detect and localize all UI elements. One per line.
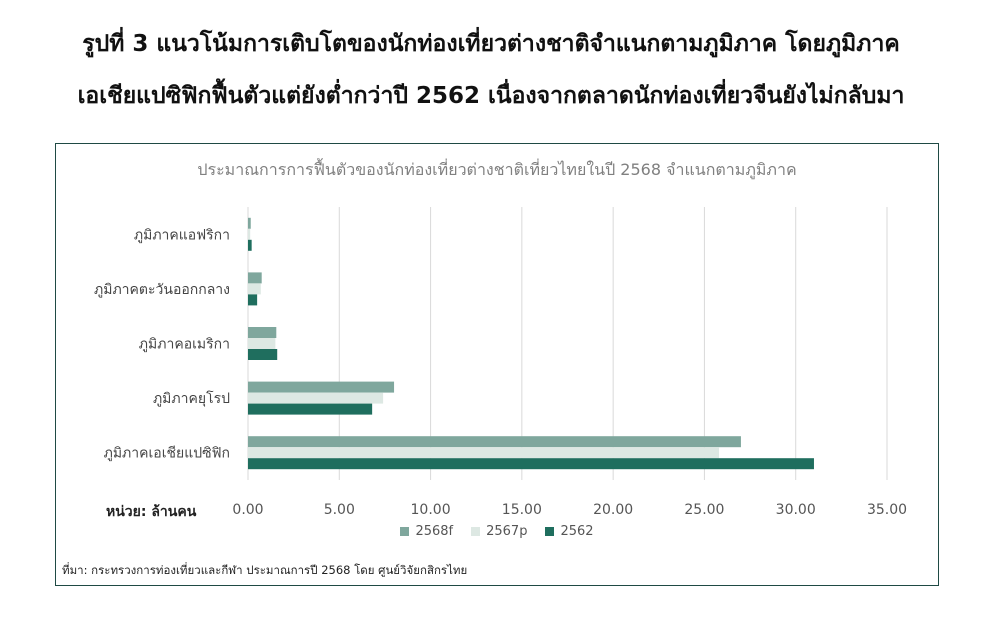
bar-2567p	[248, 283, 261, 295]
x-tick-label: 0.00	[232, 502, 263, 518]
category-label: ภูมิภาคแอฟริกา	[134, 227, 230, 243]
legend-swatch	[471, 527, 481, 536]
unit-label: หน่วย: ล้านคน	[106, 504, 197, 520]
figure-headline: รูปที่ 3 แนวโน้มการเติบโตของนักท่องเที่ย…	[0, 18, 982, 122]
bar-2562	[248, 294, 258, 306]
category-label: ภูมิภาคเอเชียแปซิฟิก	[104, 446, 230, 462]
legend-label: 2567p	[486, 524, 528, 539]
bar-2568f	[248, 327, 277, 338]
bar-2562	[248, 458, 814, 470]
bar-chart: 0.00 5.00 10.00 15.00 20.00 25.00 30.00 35.00 ภู…	[94, 207, 907, 518]
headline-line-2: เอเชียแปซิฟิกฟื้นตัวแต่ยังต่ำกว่าปี 2562…	[77, 83, 905, 109]
x-tick-label: 20.00	[593, 502, 633, 518]
x-tick-label: 15.00	[502, 502, 542, 518]
bar-2562	[248, 239, 252, 251]
bar-2562	[248, 349, 278, 360]
bar-2567p	[248, 338, 276, 349]
bar-2567p	[248, 392, 384, 404]
bar-2568f	[248, 381, 395, 393]
x-tick-label: 25.00	[684, 502, 724, 518]
chart-legend: 2568f 2567p 2562	[56, 524, 938, 539]
source-note: ที่มา: กระทรวงการท่องเที่ยวและกีฬา ประมา…	[62, 563, 468, 577]
chart-frame: ประมาณการการฟื้นตัวของนักท่องเที่ยวต่างช…	[55, 143, 939, 586]
legend-item-2562: 2562	[545, 524, 594, 539]
bar-2567p	[248, 228, 251, 240]
category-label: ภูมิภาคอเมริกา	[139, 337, 230, 353]
legend-label: 2568f	[415, 524, 454, 539]
x-tick-label: 35.00	[867, 502, 907, 518]
x-tick-label: 10.00	[411, 502, 451, 518]
bar-2568f	[248, 436, 741, 448]
chart-title: ประมาณการการฟื้นตัวของนักท่องเที่ยวต่างช…	[197, 160, 797, 179]
bar-2568f	[248, 217, 251, 229]
legend-swatch	[400, 527, 410, 536]
x-tick-label: 30.00	[776, 502, 816, 518]
x-tick-label: 5.00	[324, 502, 355, 518]
legend-swatch	[545, 527, 555, 536]
legend-label: 2562	[560, 524, 594, 539]
bar-2562	[248, 403, 373, 415]
category-label: ภูมิภาคตะวันออกกลาง	[94, 282, 230, 298]
bar-2568f	[248, 272, 262, 284]
legend-item-2567p: 2567p	[471, 524, 527, 539]
headline-line-1: รูปที่ 3 แนวโน้มการเติบโตของนักท่องเที่ย…	[82, 31, 900, 57]
category-label: ภูมิภาคยุโรป	[153, 390, 230, 407]
legend-item-2568f: 2568f	[400, 524, 453, 539]
bar-2567p	[248, 447, 720, 459]
